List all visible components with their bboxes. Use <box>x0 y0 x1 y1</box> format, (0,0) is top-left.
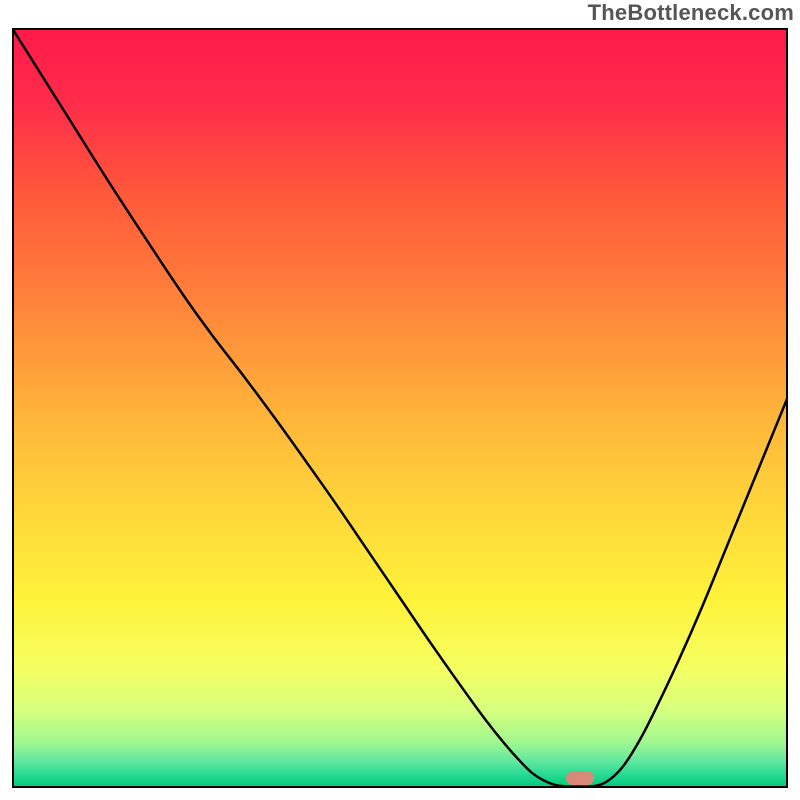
optimum-marker <box>566 771 594 785</box>
curve-layer <box>12 28 788 788</box>
frame-right <box>786 28 788 788</box>
watermark-text: TheBottleneck.com <box>588 0 794 26</box>
bottleneck-curve <box>12 28 788 787</box>
chart-root: TheBottleneck.com <box>0 0 800 800</box>
frame-bottom <box>12 786 788 788</box>
frame-top <box>12 28 788 30</box>
plot-area <box>12 28 788 788</box>
frame-left <box>12 28 14 788</box>
